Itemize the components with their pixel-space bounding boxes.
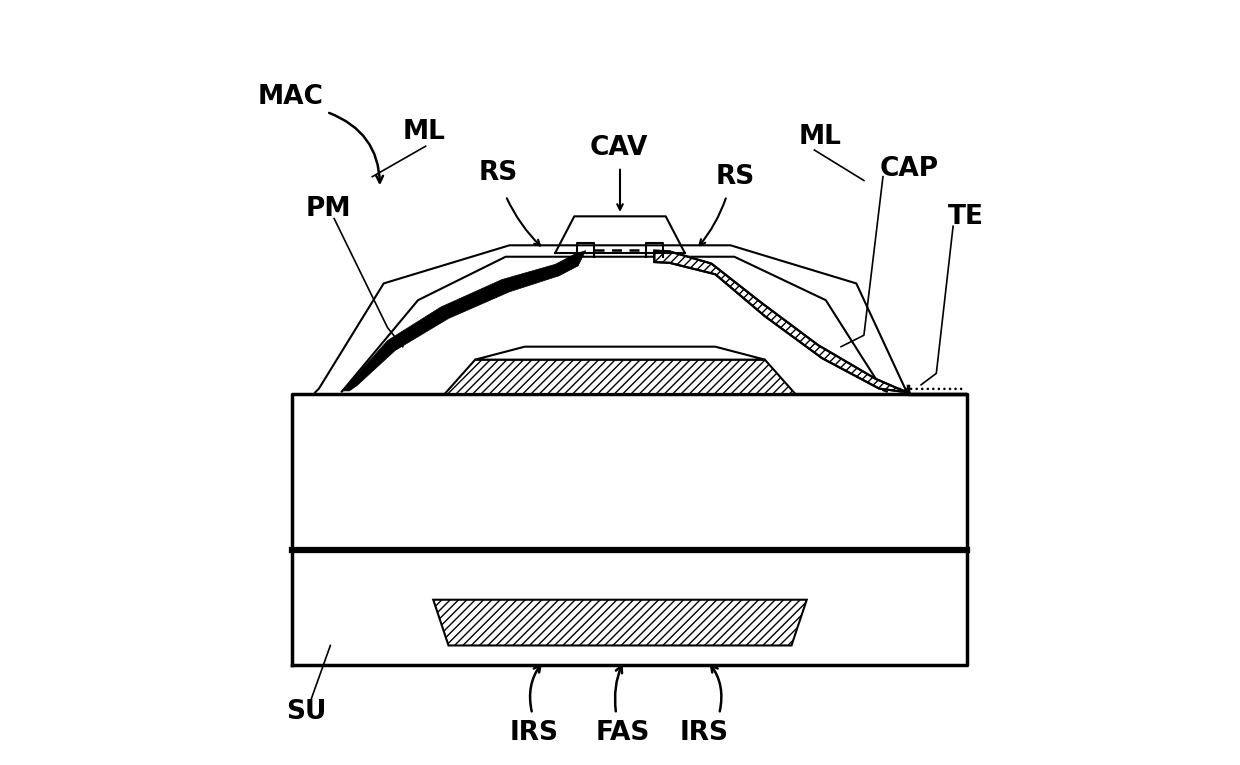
Polygon shape: [293, 394, 967, 665]
Text: TE: TE: [947, 204, 983, 230]
Polygon shape: [655, 251, 908, 392]
Text: CAP: CAP: [879, 156, 939, 182]
Text: ML: ML: [403, 119, 445, 145]
Text: CAV: CAV: [589, 135, 647, 161]
Text: RS: RS: [479, 160, 518, 186]
Text: RS: RS: [715, 164, 754, 190]
Text: MAC: MAC: [258, 83, 324, 109]
Polygon shape: [433, 600, 807, 646]
Polygon shape: [342, 251, 585, 391]
Polygon shape: [475, 347, 765, 360]
Polygon shape: [445, 360, 795, 394]
Text: ML: ML: [799, 124, 842, 150]
Text: PM: PM: [306, 196, 351, 222]
Text: IRS: IRS: [680, 720, 728, 746]
Text: SU: SU: [286, 698, 326, 724]
Text: FAS: FAS: [595, 720, 650, 746]
Text: IRS: IRS: [510, 720, 558, 746]
